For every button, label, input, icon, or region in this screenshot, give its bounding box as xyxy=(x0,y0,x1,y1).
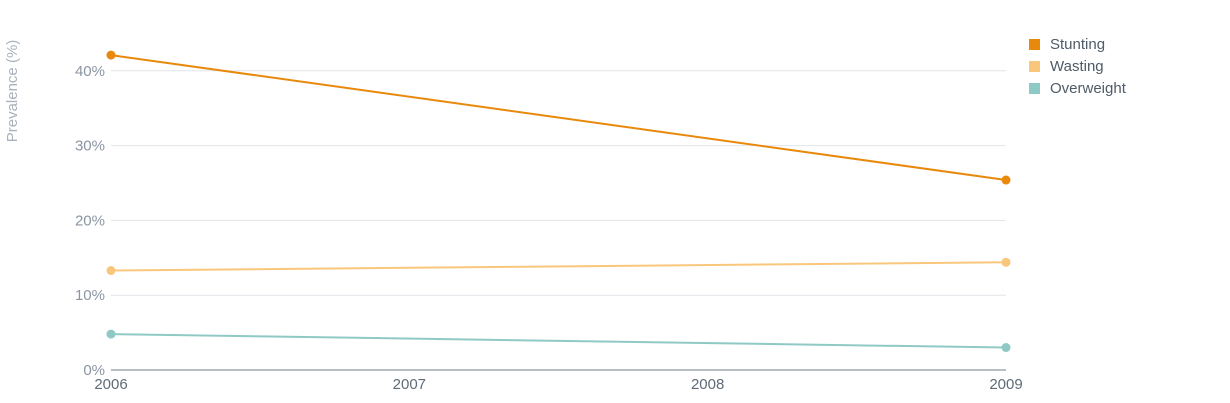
legend-swatch-wasting xyxy=(1029,60,1040,72)
y-tick-label-20: 20% xyxy=(75,212,105,229)
legend-swatch-stunting xyxy=(1029,38,1040,50)
data-point-wasting-2006[interactable] xyxy=(106,266,116,276)
data-point-overweight-2009[interactable] xyxy=(1001,343,1011,353)
data-point-wasting-2009[interactable] xyxy=(1001,257,1011,267)
x-tick-label-2009: 2009 xyxy=(989,376,1022,393)
legend-item-stunting[interactable]: Stunting xyxy=(1029,33,1126,55)
legend-item-wasting[interactable]: Wasting xyxy=(1029,55,1126,77)
data-point-stunting-2009[interactable] xyxy=(1001,175,1011,185)
data-point-stunting-2006[interactable] xyxy=(106,50,116,60)
series-line-wasting xyxy=(110,261,1007,272)
series-line-overweight xyxy=(110,333,1007,349)
legend-label-overweight: Overweight xyxy=(1050,79,1126,97)
series-stunting xyxy=(106,50,1011,185)
y-tick-label-40: 40% xyxy=(75,63,105,80)
series-line-stunting xyxy=(110,54,1007,181)
x-tick-label-2008: 2008 xyxy=(691,376,724,393)
y-axis-ticks: 0% 10% 20% 30% 40% xyxy=(75,63,105,379)
data-point-overweight-2006[interactable] xyxy=(106,329,116,339)
series-wasting xyxy=(106,257,1011,276)
legend-label-stunting: Stunting xyxy=(1050,35,1106,53)
x-tick-label-2006: 2006 xyxy=(94,376,127,393)
grid-lines xyxy=(111,70,1006,371)
series-overweight xyxy=(106,329,1011,353)
y-tick-label-30: 30% xyxy=(75,138,105,155)
series-lines xyxy=(106,50,1011,353)
legend-swatch-overweight xyxy=(1029,82,1040,94)
legend-item-overweight[interactable]: Overweight xyxy=(1029,77,1126,99)
legend-label-wasting: Wasting xyxy=(1050,57,1104,75)
legend: Stunting Wasting Overweight xyxy=(1029,33,1126,99)
y-tick-label-10: 10% xyxy=(75,287,105,304)
x-tick-label-2007: 2007 xyxy=(393,376,426,393)
x-axis-ticks: 2006 2007 2008 2009 xyxy=(94,376,1022,393)
y-axis-title: Prevalence (%) xyxy=(4,40,21,143)
y-tick-label-0: 0% xyxy=(83,362,105,379)
